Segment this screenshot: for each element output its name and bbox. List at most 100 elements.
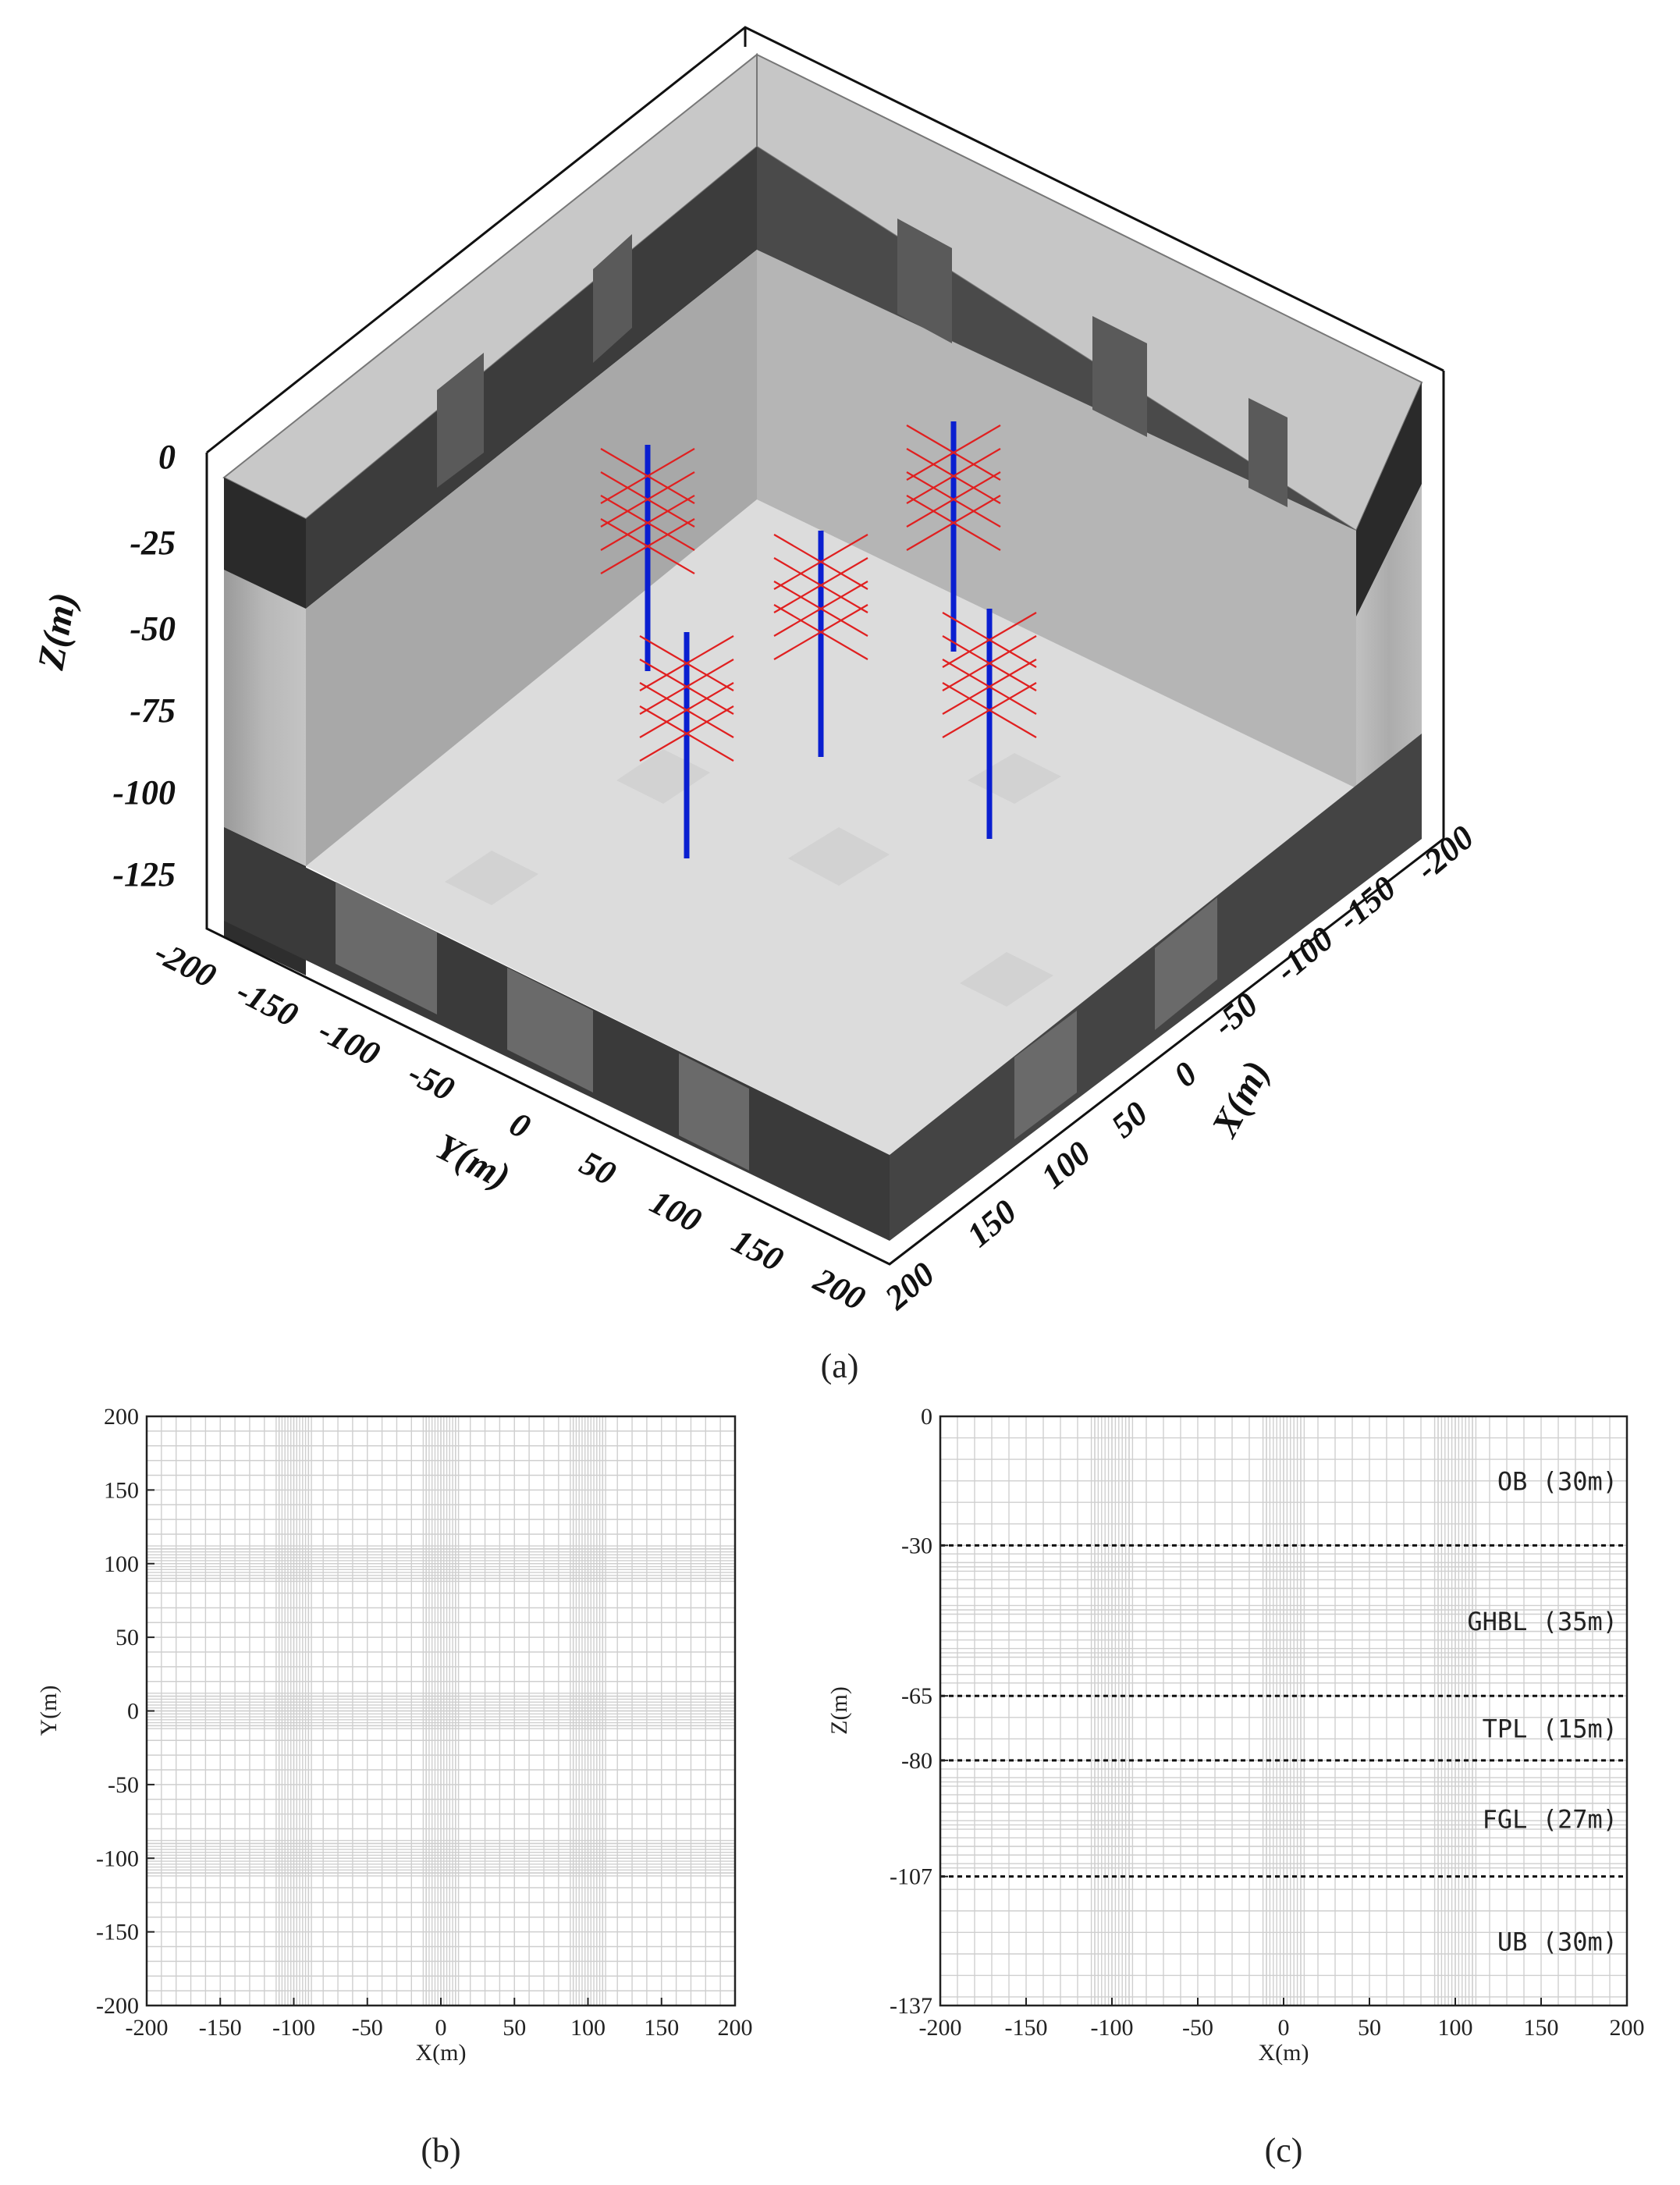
- x-axis-label: X(m): [1203, 1054, 1277, 1145]
- outer-wall-right-dark: [1356, 382, 1422, 616]
- x-tick-c: 50: [1358, 2015, 1381, 2041]
- z-axis-label: Z(m): [30, 590, 83, 673]
- fracture-line: [942, 659, 1037, 715]
- panel-a-3d-model: Z(m) 0 -25 -50 -75 -100 -125 -200 -150 -…: [30, 26, 1481, 1385]
- fracture-line: [639, 635, 734, 691]
- x-tick-b: -200: [126, 2015, 169, 2041]
- fracture-line: [773, 534, 868, 590]
- layer-label: GHBL (35m): [1467, 1607, 1618, 1636]
- fracture-line: [639, 659, 734, 715]
- z-tick-c: -107: [890, 1864, 932, 1890]
- z-tick-c: -137: [890, 1993, 932, 2019]
- z-tick-125: -125: [112, 855, 176, 894]
- layer-label: TPL (15m): [1483, 1714, 1618, 1744]
- x-tick-b: 150: [644, 2015, 679, 2041]
- fracture-line: [600, 448, 695, 504]
- z-tick-c: -80: [901, 1748, 932, 1774]
- x-tick-b: -50: [352, 2015, 383, 2041]
- y-tick-n50: -50: [402, 1053, 460, 1108]
- x-tick-0: 0: [1167, 1054, 1204, 1095]
- x-tick-c: -150: [1005, 2015, 1048, 2041]
- fracture-line: [600, 471, 695, 528]
- y-label-b: Y(m): [36, 1686, 62, 1736]
- fracture-line: [942, 612, 1037, 668]
- x-tick-b: -100: [272, 2015, 315, 2041]
- x-tick-100: 100: [1034, 1134, 1098, 1196]
- top-rim-stripes: [437, 218, 1288, 507]
- z-tick-c: -30: [901, 1533, 932, 1558]
- fracture-line: [773, 581, 868, 637]
- x-tick-c: -100: [1091, 2015, 1134, 2041]
- z-axis-3d: Z(m) 0 -25 -50 -75 -100 -125: [30, 438, 176, 894]
- y-tick-100: 100: [644, 1182, 707, 1240]
- fracture-line: [600, 518, 695, 574]
- caption-a: (a): [821, 1347, 859, 1385]
- x-tick-50: 50: [1104, 1094, 1155, 1146]
- fracture-line: [942, 682, 1037, 738]
- wells: [645, 421, 993, 858]
- fracture-line: [906, 448, 1001, 504]
- z-tick-c: 0: [921, 1404, 932, 1430]
- z-tick-100: -100: [112, 773, 176, 812]
- mesh-c-gridlines: [939, 1416, 1628, 2006]
- inner-wall-left: [306, 147, 757, 609]
- z-tick-50: -50: [130, 609, 176, 648]
- y-tick-b: 0: [127, 1699, 139, 1725]
- x-tick-c: 150: [1524, 2015, 1559, 2041]
- caption-c: (c): [1265, 2131, 1303, 2169]
- x-label-b: X(m): [416, 2040, 467, 2066]
- y-tick-150: 150: [726, 1221, 789, 1279]
- y-tick-b: -100: [96, 1846, 139, 1871]
- y-tick-0: 0: [503, 1104, 536, 1146]
- y-tick-n150: -150: [230, 972, 304, 1034]
- fracture-line: [639, 705, 734, 762]
- fracture-line: [906, 495, 1001, 551]
- mesh-b-gridlines: [146, 1416, 736, 2006]
- outer-wall-left-dark: [224, 478, 306, 609]
- fracture-line: [942, 635, 1037, 691]
- x-tick-c: 100: [1438, 2015, 1473, 2041]
- y-tick-b: 50: [115, 1625, 139, 1650]
- y-tick-b: -150: [96, 1920, 139, 1945]
- x-label-c: X(m): [1259, 2040, 1309, 2066]
- fracture-line: [639, 682, 734, 738]
- y-axis-label: Y(m): [429, 1126, 517, 1198]
- ticks-c: -200 -150 -100 -50 0 50 100 150 200 0 -30 -65 -80 -10…: [890, 1404, 1645, 2041]
- panel-b-plan-mesh: -200 -150 -100 -50 0 50 100 150 200 200 150 100 50 0 -…: [36, 1404, 753, 2169]
- fracture-line: [906, 471, 1001, 528]
- fractures: [600, 425, 1037, 762]
- z-tick-c: -65: [901, 1683, 932, 1709]
- y-tick-b: 150: [104, 1477, 139, 1503]
- y-tick-b: 200: [104, 1404, 139, 1430]
- fracture-line: [906, 425, 1001, 481]
- y-tick-b: 100: [104, 1551, 139, 1577]
- front-face-stripes: [336, 882, 1217, 1171]
- layer-label: OB (30m): [1497, 1467, 1618, 1497]
- x-tick-b: 100: [570, 2015, 606, 2041]
- fracture-line: [773, 557, 868, 613]
- y-tick-200: 200: [808, 1260, 872, 1318]
- y-tick-n200: -200: [148, 933, 222, 995]
- layer-label: FGL (27m): [1483, 1804, 1618, 1834]
- x-tick-b: 50: [503, 2015, 526, 2041]
- y-tick-b: -50: [108, 1772, 139, 1798]
- model-floor: [306, 499, 1356, 1155]
- z-tick-0: 0: [158, 438, 176, 476]
- y-tick-50: 50: [574, 1143, 621, 1193]
- panel-c-section-mesh: OB (30m) GHBL (35m) TPL (15m) FGL (27m) UB (…: [826, 1404, 1645, 2169]
- x-tick-b: 200: [718, 2015, 753, 2041]
- z-tick-75: -75: [130, 691, 176, 730]
- layer-label: UB (30m): [1497, 1927, 1618, 1956]
- bounding-box: [205, 26, 1445, 1266]
- x-tick-c: -200: [919, 2015, 962, 2041]
- x-tick-b: -150: [199, 2015, 242, 2041]
- ticks-b: -200 -150 -100 -50 0 50 100 150 200 200 150 100 50 0 -…: [96, 1404, 753, 2041]
- fracture-line: [773, 604, 868, 660]
- fracture-line: [600, 495, 695, 551]
- caption-b: (b): [421, 2131, 460, 2169]
- x-tick-b: 0: [435, 2015, 447, 2041]
- x-tick-c: 0: [1278, 2015, 1290, 2041]
- y-tick-b: -200: [96, 1993, 139, 2019]
- layer-boundaries: OB (30m) GHBL (35m) TPL (15m) FGL (27m) UB (…: [940, 1467, 1627, 1956]
